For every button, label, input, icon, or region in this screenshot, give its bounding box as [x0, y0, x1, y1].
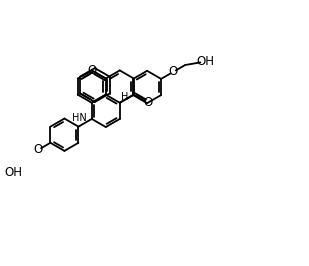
Text: O: O [34, 143, 43, 156]
Text: OH: OH [197, 55, 215, 68]
Text: OH: OH [4, 166, 22, 179]
Text: O: O [87, 64, 96, 77]
Text: O: O [143, 96, 152, 109]
Text: H: H [121, 92, 128, 102]
Text: HN: HN [72, 113, 87, 123]
Text: O: O [168, 65, 178, 78]
